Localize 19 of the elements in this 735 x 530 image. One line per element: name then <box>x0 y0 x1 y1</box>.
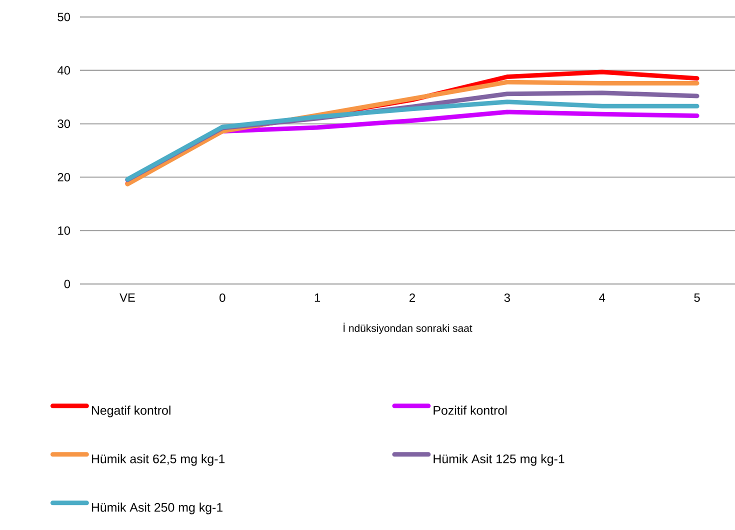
x-tick-label: 1 <box>314 293 320 302</box>
legend-label: Pozitif kontrol <box>434 406 507 415</box>
x-axis-title: İ ndüksiyondan sonraki saat <box>344 322 472 334</box>
y-tick-label: 20 <box>58 172 70 182</box>
legend-label: Hümik asit 62,5 mg kg-1 <box>92 454 225 466</box>
y-tick-label: 50 <box>58 12 70 22</box>
legend-label: Negatif kontrol <box>92 406 170 418</box>
legend-label: Hümik Asit 250 mg kg-1 <box>92 502 222 514</box>
y-tick-label: 30 <box>58 120 70 128</box>
x-tick-label: 3 <box>504 293 510 302</box>
x-tick-label: 4 <box>599 293 606 302</box>
x-tick-label: 2 <box>410 293 415 302</box>
y-tick-label: 40 <box>57 66 70 75</box>
y-tick-label: 10 <box>58 226 70 235</box>
y-tick-label: 0 <box>64 280 70 288</box>
x-tick-label: VE <box>120 293 135 302</box>
x-tick-label: 5 <box>694 293 700 302</box>
x-tick-label: 0 <box>220 293 226 302</box>
legend-label: Hümik Asit 125 mg kg-1 <box>434 454 564 466</box>
